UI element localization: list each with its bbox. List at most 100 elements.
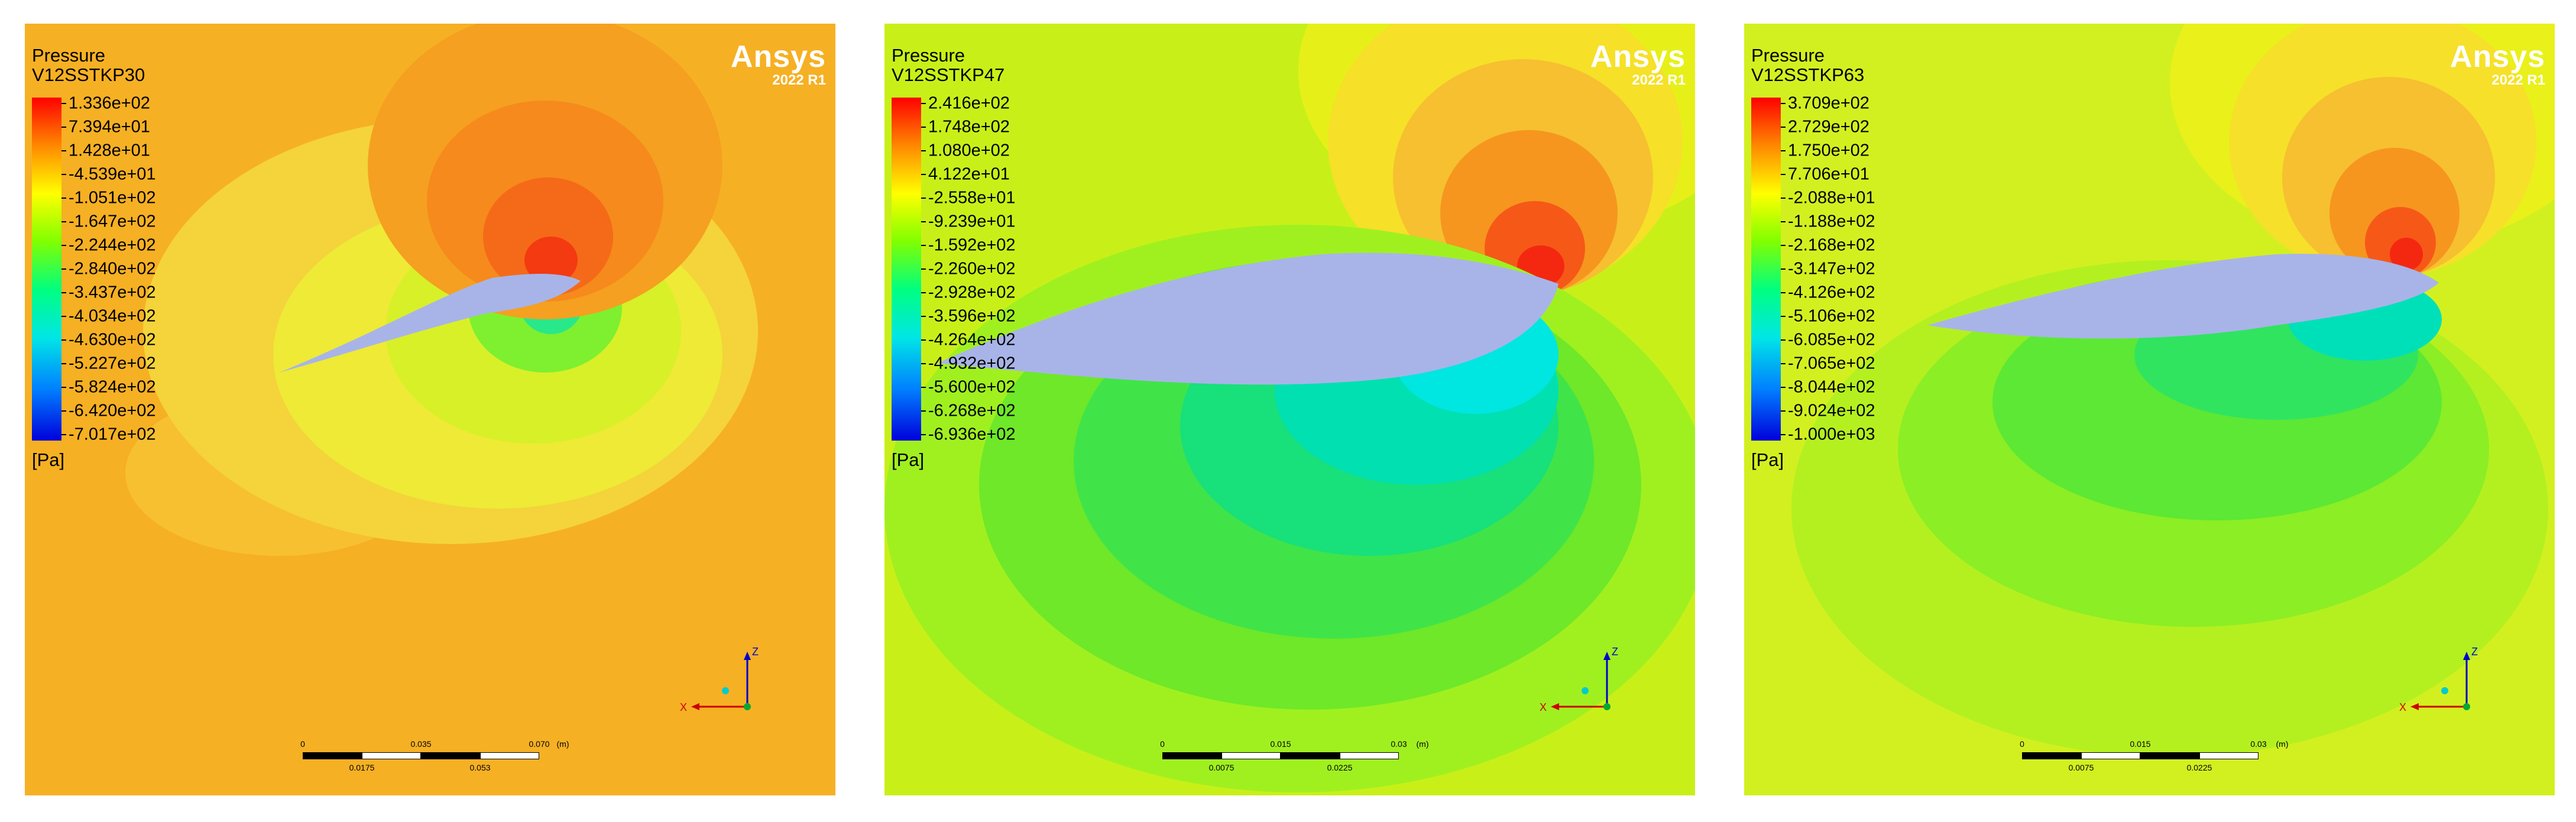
scale-segment — [480, 752, 539, 759]
scale-bar: 0 0.035 0.070 (m) 0.0175 0.053 — [300, 739, 575, 781]
colorbar-tick-label: -4.932e+02 — [928, 354, 1016, 373]
colorbar-tick-label: -5.600e+02 — [928, 377, 1016, 397]
scale-segment — [1162, 752, 1221, 759]
pressure-contour-field[interactable] — [884, 24, 1695, 795]
colorbar-tick-label: 3.709e+02 — [1788, 93, 1869, 113]
colorbar-tick-label: 2.416e+02 — [928, 93, 1010, 113]
colorbar-tick-mark — [921, 103, 926, 104]
colorbar-tick-mark — [1781, 434, 1786, 435]
colorbar-tick-mark — [1781, 387, 1786, 388]
case-name: V12SSTKP47 — [892, 64, 1005, 85]
case-name: V12SSTKP63 — [1751, 64, 1865, 85]
colorbar-tick-mark — [921, 198, 926, 199]
colorbar — [1751, 98, 1781, 441]
scale-label: 0.0225 — [1327, 763, 1353, 772]
scale-bar: 0 0.015 0.03 (m) 0.0075 0.0225 — [1160, 739, 1434, 781]
colorbar-tick-mark — [1781, 245, 1786, 246]
colorbar-tick-mark — [921, 268, 926, 270]
scale-label: 0.03 — [2250, 739, 2267, 749]
colorbar-tick-label: -8.044e+02 — [1788, 377, 1875, 397]
brand-text: Ansys — [1590, 40, 1686, 74]
colorbar-tick-label: -6.085e+02 — [1788, 330, 1875, 349]
colorbar-tick-label: -4.034e+02 — [69, 306, 156, 326]
scale-label: 0.070 — [529, 739, 550, 749]
colorbar-tick-mark — [1781, 410, 1786, 412]
version-text: 2022 R1 — [1632, 72, 1686, 88]
scale-label: 0.0225 — [2186, 763, 2212, 772]
ansys-logo: Ansys 2022 R1 — [1590, 41, 1686, 88]
axis-triad: Z X — [2399, 646, 2478, 713]
colorbar-tick-label: -3.147e+02 — [1788, 259, 1875, 279]
airfoil-shape — [938, 253, 1558, 385]
z-axis-label: Z — [752, 646, 759, 658]
colorbar-tick-mark — [1781, 221, 1786, 222]
colorbar-tick-mark — [921, 316, 926, 317]
scale-segment — [1281, 752, 1340, 759]
scale-segment — [2081, 752, 2140, 759]
scale-label: 0.0175 — [349, 763, 375, 772]
colorbar-tick-label: 1.336e+02 — [69, 93, 150, 113]
colorbar-tick-label: -1.188e+02 — [1788, 212, 1875, 231]
brand-text: Ansys — [730, 40, 826, 74]
airfoil-shape — [279, 274, 581, 373]
contour-panel-2[interactable]: Pressure V12SSTKP47 2.416e+02 1.748e+02 1.… — [884, 24, 1695, 795]
case-name: V12SSTKP30 — [32, 64, 145, 85]
scale-segment — [2199, 752, 2259, 759]
x-axis-label: X — [1540, 701, 1547, 713]
colorbar-tick-label: -4.264e+02 — [928, 330, 1016, 349]
colorbar-tick-label: -3.437e+02 — [69, 283, 156, 302]
colorbar-tick-label: 7.394e+01 — [69, 117, 150, 137]
colorbar-tick-label: -4.126e+02 — [1788, 283, 1875, 302]
colorbar-tick-mark — [1781, 363, 1786, 364]
variable-title: Pressure — [32, 45, 106, 66]
colorbar-tick-label: -3.596e+02 — [928, 306, 1016, 326]
colorbar-tick-label: -2.840e+02 — [69, 259, 156, 279]
colorbar-tick-mark — [61, 127, 66, 128]
colorbar-tick-label: -2.928e+02 — [928, 283, 1016, 302]
scale-label: 0.0075 — [2068, 763, 2094, 772]
colorbar-tick-mark — [61, 221, 66, 222]
colorbar-tick-label: 4.122e+01 — [928, 164, 1010, 184]
colorbar-tick-label: 1.748e+02 — [928, 117, 1010, 137]
colorbar-tick-mark — [1781, 174, 1786, 175]
colorbar-tick-mark — [921, 245, 926, 246]
scale-label: 0.015 — [1270, 739, 1291, 749]
colorbar-tick-label: -1.000e+03 — [1788, 425, 1875, 444]
colorbar-tick-mark — [1781, 292, 1786, 293]
colorbar-tick-mark — [921, 150, 926, 151]
colorbar-tick-label: 1.750e+02 — [1788, 141, 1869, 160]
scale-segment — [2140, 752, 2199, 759]
colorbar-tick-mark — [1781, 316, 1786, 317]
colorbar — [32, 98, 61, 441]
colorbar-tick-mark — [61, 150, 66, 151]
colorbar-tick-label: -9.239e+01 — [928, 212, 1016, 231]
colorbar-tick-label: -7.017e+02 — [69, 425, 156, 444]
colorbar-tick-mark — [921, 387, 926, 388]
scale-unit: (m) — [1416, 739, 1429, 749]
scale-segment — [303, 752, 362, 759]
contour-panel-3[interactable]: Pressure V12SSTKP63 3.709e+02 2.729e+02 1.… — [1744, 24, 2555, 795]
unit-label: [Pa] — [32, 449, 65, 470]
pressure-contour-field[interactable] — [25, 24, 835, 795]
scale-segment — [362, 752, 421, 759]
scale-label: 0.053 — [469, 763, 491, 772]
colorbar-tick-label: -4.539e+01 — [69, 164, 156, 184]
x-axis-label: X — [680, 701, 687, 713]
axis-triad: Z X — [1540, 646, 1618, 713]
colorbar-tick-mark — [921, 221, 926, 222]
colorbar-tick-mark — [61, 339, 66, 341]
scale-label: 0.03 — [1391, 739, 1407, 749]
colorbar-tick-mark — [61, 363, 66, 364]
colorbar-tick-mark — [1781, 150, 1786, 151]
colorbar-tick-mark — [1781, 268, 1786, 270]
colorbar-tick-label: -2.168e+02 — [1788, 235, 1875, 255]
colorbar-tick-mark — [1781, 103, 1786, 104]
colorbar — [892, 98, 921, 441]
scale-label: 0.015 — [2130, 739, 2151, 749]
colorbar-tick-mark — [61, 292, 66, 293]
contour-panel-1[interactable]: Pressure V12SSTKP30 1.336e+02 7.394e+01 1.… — [25, 24, 835, 795]
colorbar-tick-label: -5.106e+02 — [1788, 306, 1875, 326]
pressure-contour-field[interactable] — [1744, 24, 2555, 795]
unit-label: [Pa] — [1751, 449, 1784, 470]
scale-label: 0.0075 — [1208, 763, 1234, 772]
